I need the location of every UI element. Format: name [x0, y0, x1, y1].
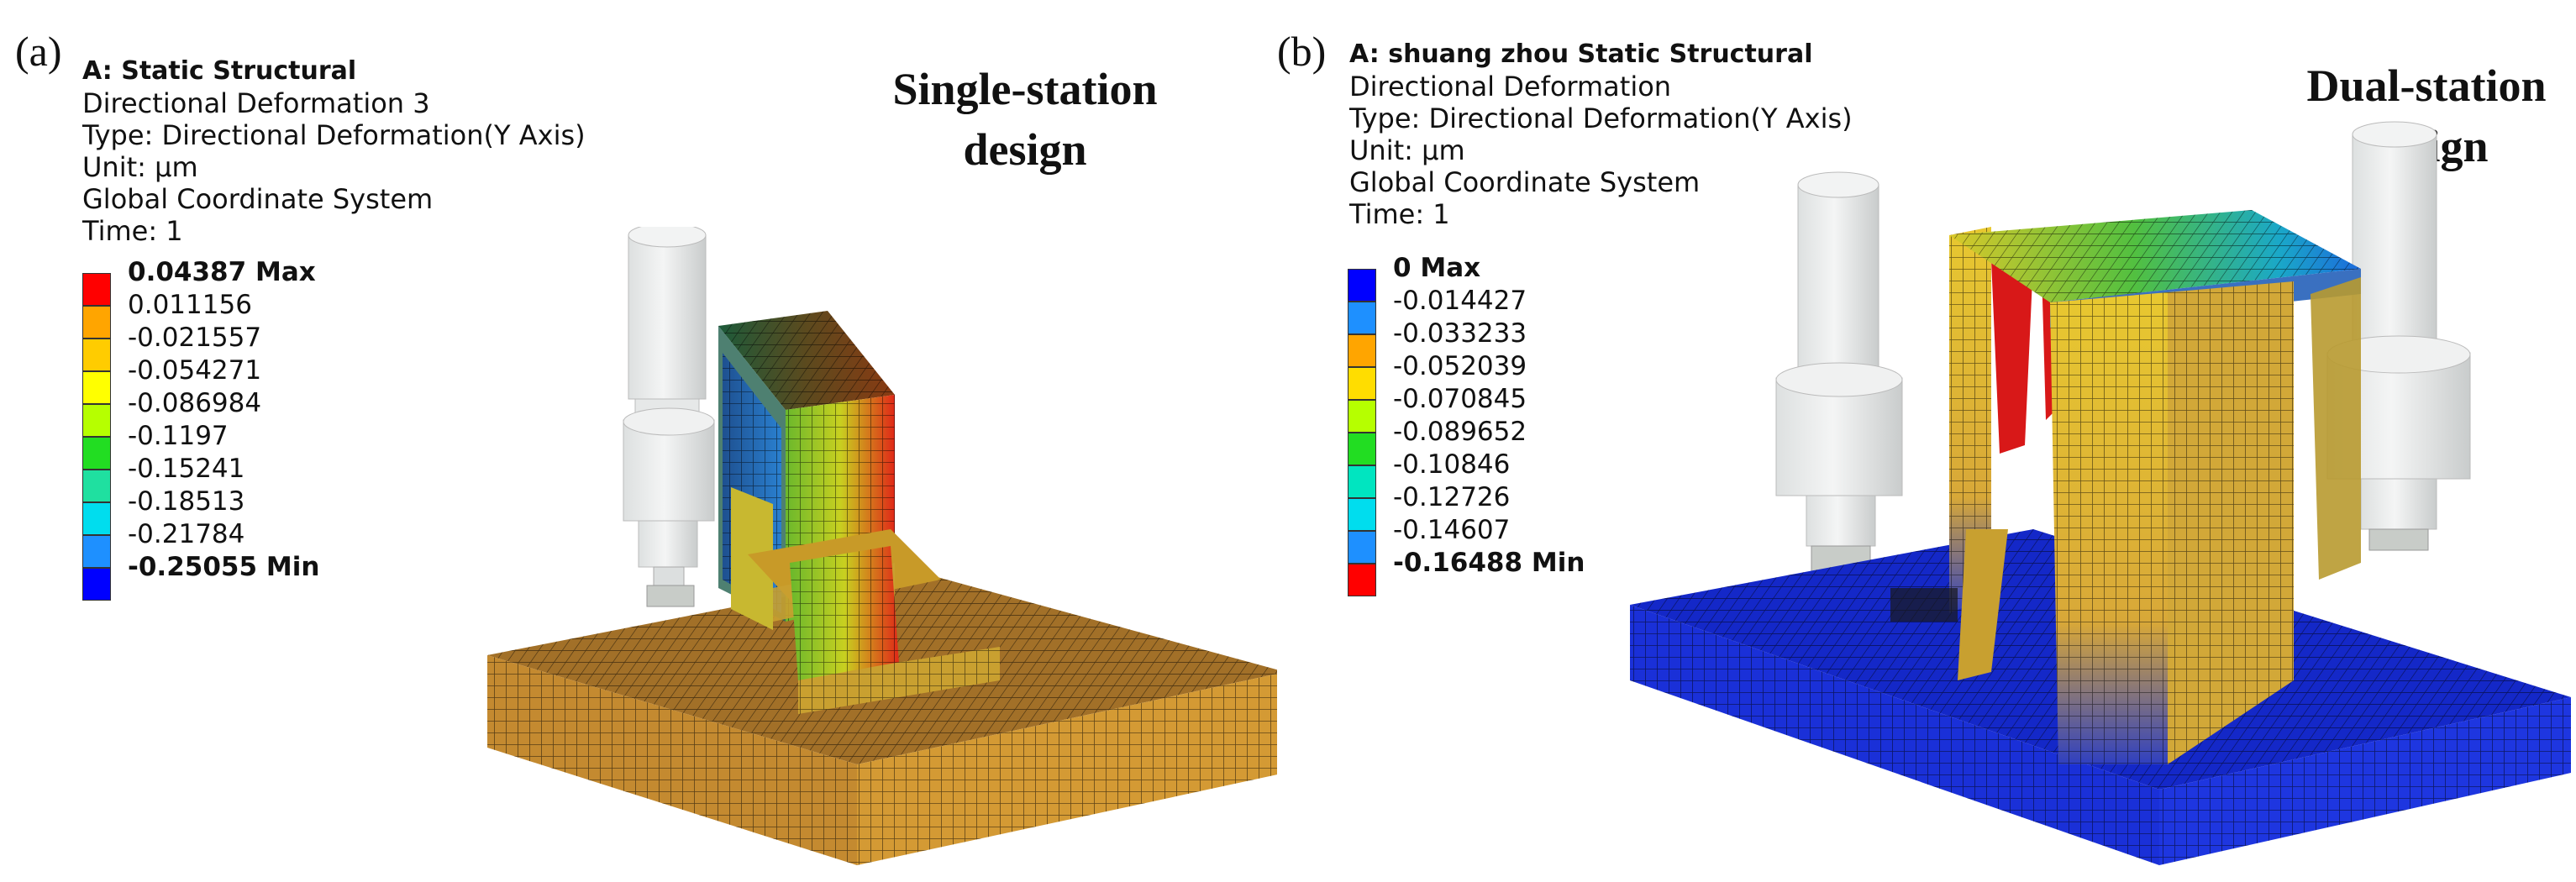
dual-station-model	[1630, 121, 2571, 865]
panel-dual-station: (b) Dual-station design A: shuang zhou S…	[1277, 0, 2576, 882]
legend-swatch	[1348, 531, 1376, 564]
legend-value: -0.054271	[128, 355, 262, 386]
legend-value: -0.16488 Min	[1393, 548, 1585, 578]
info-line: Type: Directional Deformation(Y Axis)	[82, 119, 586, 151]
legend-entry: -0.086984	[82, 388, 435, 438]
legend-value: -0.1197	[128, 421, 229, 451]
legend-swatch	[1348, 433, 1376, 465]
legend-entry: -0.052039	[1348, 351, 1701, 401]
design-title-line2: design	[963, 124, 1087, 175]
legend-value: -0.14607	[1393, 515, 1511, 545]
info-line: Directional Deformation	[1349, 71, 1672, 102]
legend-entry: -0.18513	[82, 486, 435, 536]
legend-swatch	[82, 306, 111, 339]
legend-value: -0.086984	[128, 388, 262, 418]
legend-swatch	[1348, 269, 1376, 302]
info-line: Global Coordinate System	[1349, 166, 1701, 198]
panel-label: (b)	[1277, 28, 1327, 75]
legend-value: 0.04387 Max	[128, 257, 316, 287]
legend-swatch	[1348, 465, 1376, 498]
legend-swatch	[1348, 302, 1376, 334]
info-line: Unit: µm	[82, 151, 198, 183]
legend-swatch	[82, 535, 111, 568]
legend-value: -0.10846	[1393, 449, 1511, 480]
info-line: Unit: µm	[1349, 134, 1465, 166]
panel-single-station: (a) Single-station design A: Static Stru…	[0, 0, 1277, 882]
legend-value: -0.18513	[128, 486, 245, 517]
legend-entry: -0.054271	[82, 355, 435, 405]
legend-value: -0.25055 Min	[128, 552, 320, 582]
legend-swatch	[1348, 367, 1376, 400]
info-line: Time: 1	[82, 215, 183, 247]
legend-value: -0.014427	[1393, 286, 1527, 316]
legend-swatch	[82, 273, 111, 306]
legend-value: -0.21784	[128, 519, 245, 549]
result-info: A: shuang zhou Static Structural Directi…	[1349, 39, 1853, 230]
legend-entry: -0.14607	[1348, 515, 1701, 564]
legend-swatch	[1348, 498, 1376, 531]
legend-swatch	[82, 437, 111, 470]
legend-value: -0.089652	[1393, 417, 1527, 447]
legend-entry: -0.014427	[1348, 286, 1701, 335]
spindle-icon	[1775, 171, 1903, 572]
info-line: Time: 1	[1349, 198, 1450, 230]
gantry	[1890, 210, 2361, 764]
legend-swatch	[82, 404, 111, 437]
legend-value: -0.070845	[1393, 384, 1527, 414]
legend-swatch	[82, 502, 111, 535]
legend-entry: 0.011156	[82, 290, 435, 339]
panel-label: (a)	[15, 28, 62, 75]
design-title-line1: Single-station	[892, 64, 1158, 114]
legend-value: -0.15241	[128, 454, 245, 484]
legend-entry: -0.089652	[1348, 417, 1701, 466]
legend-swatch	[1348, 334, 1376, 367]
legend-swatch	[1348, 400, 1376, 433]
legend-entry: -0.15241	[82, 454, 435, 503]
legend-entry: -0.16488 Min	[1348, 548, 1701, 597]
single-station-model	[487, 227, 1277, 865]
analysis-title: A: Static Structural	[82, 56, 357, 86]
legend-value: -0.033233	[1393, 318, 1527, 349]
design-title: Single-station design	[849, 59, 1201, 180]
info-line: Type: Directional Deformation(Y Axis)	[1349, 102, 1853, 134]
legend-swatch	[82, 470, 111, 502]
legend-swatch	[82, 371, 111, 404]
legend-entry: 0.04387 Max	[82, 257, 435, 307]
legend-entry: -0.21784	[82, 519, 435, 569]
legend-entry: -0.070845	[1348, 384, 1701, 433]
legend-entry: -0.25055 Min	[82, 552, 435, 601]
legend-entry: -0.021557	[82, 323, 435, 372]
legend-value: 0 Max	[1393, 253, 1481, 283]
spindle-icon	[623, 227, 715, 607]
analysis-title: A: shuang zhou Static Structural	[1349, 39, 1813, 69]
design-title-line1: Dual-station	[2306, 60, 2547, 111]
legend-value: 0.011156	[128, 290, 252, 320]
legend-value: -0.021557	[128, 323, 262, 353]
legend-entry: 0 Max	[1348, 253, 1701, 302]
info-line: Directional Deformation 3	[82, 87, 430, 119]
legend-entry: -0.1197	[82, 421, 435, 470]
legend-entry: -0.033233	[1348, 318, 1701, 368]
legend-swatch	[82, 568, 111, 601]
column	[718, 311, 1000, 714]
info-line: Global Coordinate System	[82, 183, 434, 215]
legend-entry: -0.10846	[1348, 449, 1701, 499]
legend-swatch	[82, 339, 111, 371]
legend-value: -0.12726	[1393, 482, 1511, 512]
legend-entry: -0.12726	[1348, 482, 1701, 532]
result-info: A: Static Structural Directional Deforma…	[82, 55, 586, 247]
legend-swatch	[1348, 564, 1376, 596]
legend-value: -0.052039	[1393, 351, 1527, 381]
